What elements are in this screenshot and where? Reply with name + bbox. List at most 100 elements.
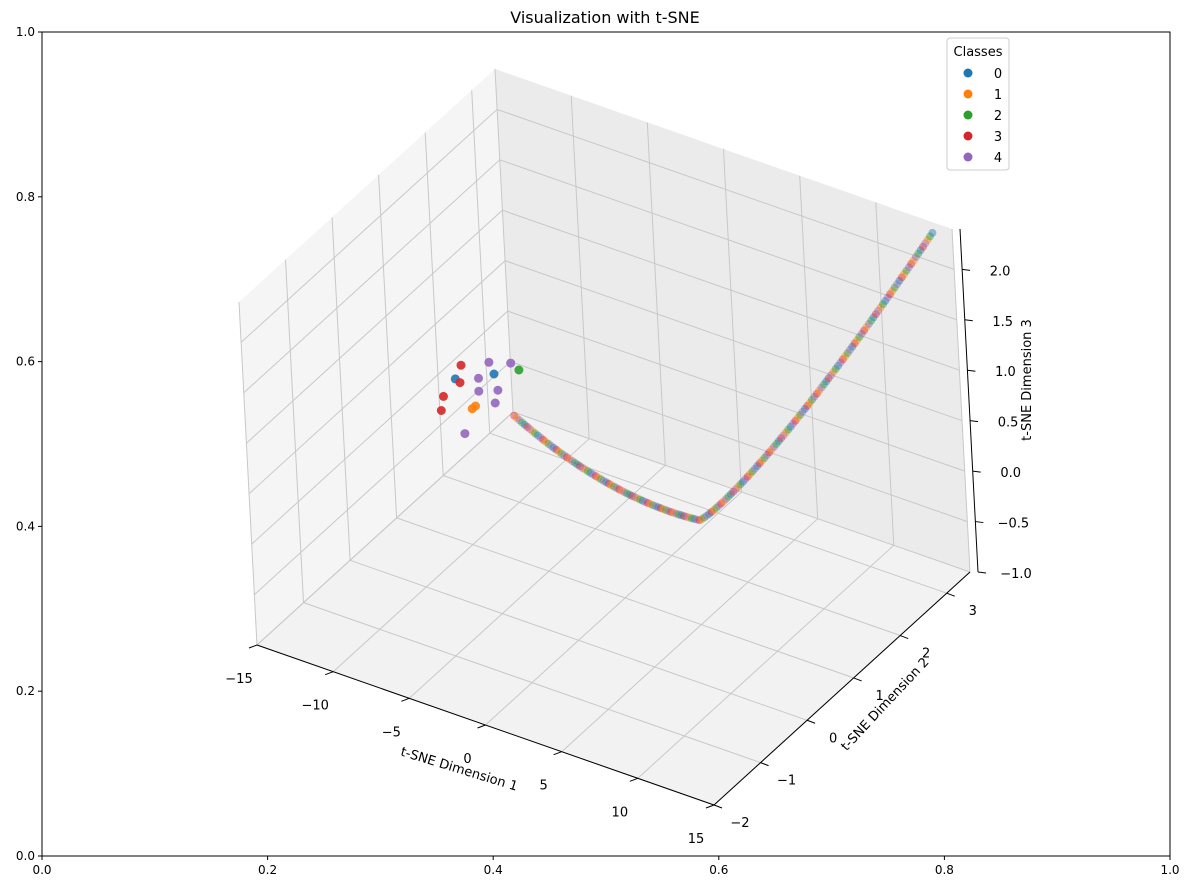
x-tick-label: 10 <box>612 805 629 820</box>
curve-point <box>518 418 527 427</box>
curve-point <box>729 487 738 496</box>
curve-point <box>750 464 759 473</box>
z-tick-label: −1.0 <box>1000 567 1032 582</box>
legend: Classes 0 1 2 3 4 <box>946 37 1010 171</box>
z-tick-label: 0.5 <box>998 416 1019 431</box>
curve-point <box>607 481 616 490</box>
curve-point <box>900 270 909 278</box>
curve-point <box>897 273 906 282</box>
curve-point <box>904 263 913 272</box>
curve-point <box>921 239 930 248</box>
curve-point <box>630 493 639 502</box>
figure-y-tick-label: 0.6 <box>16 355 35 369</box>
curve-point <box>633 494 642 503</box>
curve-point <box>695 516 704 525</box>
curve-point <box>928 228 937 237</box>
figure-x-tick-label: 0.2 <box>258 863 277 877</box>
curve-point <box>919 242 927 251</box>
curve-point <box>753 462 762 470</box>
curve-point <box>781 428 790 437</box>
curve-point <box>841 352 850 361</box>
figure-y-tick-label: 1.0 <box>16 25 35 39</box>
curve-point <box>638 496 647 505</box>
curve-point <box>667 508 676 516</box>
curve-point <box>916 246 925 255</box>
curve-point <box>549 443 558 452</box>
y-tick-label: −1 <box>777 774 796 789</box>
curve-point <box>581 465 590 474</box>
curve-point <box>862 323 871 332</box>
curve-point <box>612 484 621 493</box>
curve-point <box>677 511 686 520</box>
curve-point <box>845 345 854 354</box>
curve-point <box>520 420 529 429</box>
z-tick <box>969 420 979 423</box>
z-gridline <box>251 310 965 545</box>
curve-point <box>707 507 716 516</box>
curve-point <box>760 453 769 462</box>
y-tick-label: 0 <box>829 731 837 746</box>
curve-point <box>687 514 696 523</box>
curve-point <box>784 425 793 434</box>
curve-point <box>789 419 797 428</box>
curve-point <box>541 437 550 446</box>
z-gridline <box>256 411 971 646</box>
curve-point <box>853 336 861 345</box>
curve-point <box>570 458 579 467</box>
curve-point <box>803 401 812 410</box>
cluster-point <box>474 373 483 383</box>
curve-point <box>834 361 843 370</box>
figure-y-tick-label: 0.0 <box>16 849 35 863</box>
curve-point <box>800 404 809 413</box>
curve-point <box>710 505 718 514</box>
curve-point <box>923 235 932 244</box>
curve-point <box>576 462 585 471</box>
curve-point <box>700 513 709 522</box>
curve-point <box>836 358 845 367</box>
scatter-points <box>436 228 937 525</box>
curve-point <box>724 492 733 501</box>
curve-point <box>767 445 776 454</box>
y-tick <box>900 635 909 640</box>
cluster-point <box>474 386 484 396</box>
curve-point <box>822 377 831 386</box>
x-tick <box>629 777 639 782</box>
z-tick <box>977 571 987 574</box>
y-tick-label: −2 <box>730 816 749 831</box>
z-gridline <box>248 260 963 495</box>
legend-label-2: 2 <box>994 109 1002 124</box>
figure-x-ticks: 0.0 0.2 0.4 0.6 0.8 1.0 <box>32 856 1180 877</box>
curve-point <box>515 416 524 425</box>
x-tick-label: −10 <box>301 699 328 714</box>
x-tick-label: 0 <box>463 752 471 767</box>
x-tick <box>248 644 258 649</box>
figure-x-tick-label: 0.0 <box>32 863 51 877</box>
legend-label-0: 0 <box>994 67 1002 82</box>
cluster-point <box>506 358 516 368</box>
z-tick-label: 1.5 <box>992 315 1013 330</box>
curve-point <box>656 504 665 513</box>
curve-point <box>848 342 857 351</box>
z-tick-label: 2.0 <box>990 264 1011 279</box>
curve-point <box>597 475 605 484</box>
curve-point <box>602 478 611 487</box>
x-tick-label: −15 <box>225 672 252 687</box>
cluster-point <box>455 378 465 388</box>
curve-point <box>669 508 678 517</box>
y-tick-label: 3 <box>969 604 977 619</box>
curve-point <box>736 480 745 489</box>
figure-y-ticks: 0.0 0.2 0.4 0.6 0.8 1.0 <box>16 25 42 863</box>
curve-point <box>661 506 670 515</box>
curve-point <box>798 407 807 416</box>
x-tick <box>401 697 410 702</box>
cluster-point <box>456 360 466 370</box>
curve-point <box>697 515 706 523</box>
curve-point <box>893 280 902 289</box>
curve-point <box>867 316 876 325</box>
curve-point <box>674 510 683 519</box>
curve-point <box>649 501 657 510</box>
curve-point <box>810 392 819 401</box>
curve-point <box>643 499 652 507</box>
curve-point <box>855 333 864 341</box>
curve-point <box>685 513 694 522</box>
